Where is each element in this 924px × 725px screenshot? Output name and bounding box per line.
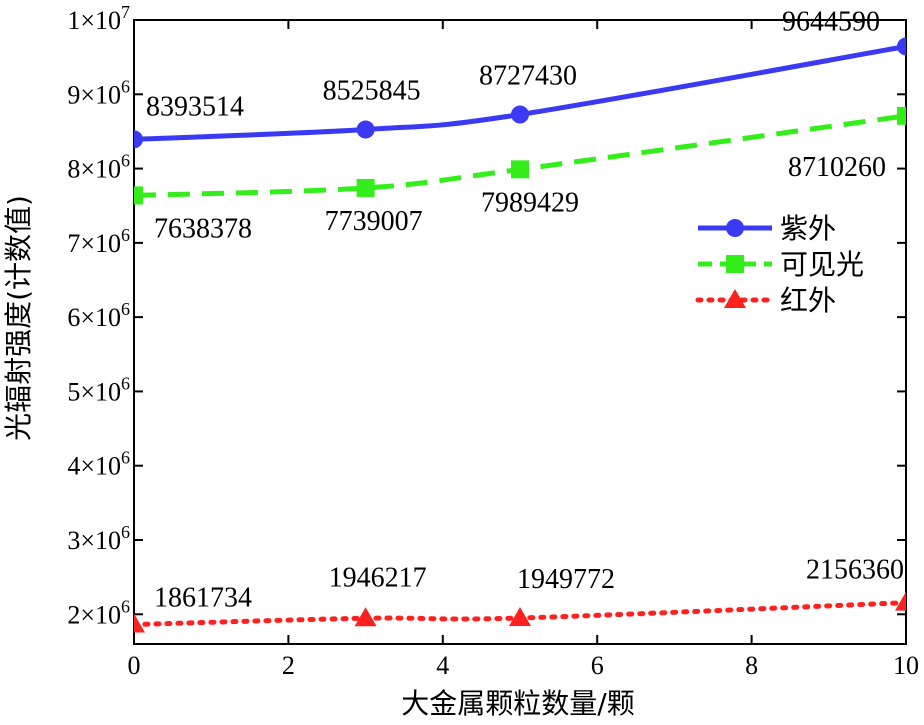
data-label: 2156360 <box>806 555 904 586</box>
y-tick-label: 5×106 <box>67 373 130 406</box>
data-label: 1861734 <box>154 583 252 614</box>
y-axis-title: 光辐射强度(计数值) <box>2 195 35 441</box>
data-label: 1949772 <box>517 564 615 595</box>
data-label: 7638378 <box>154 213 252 244</box>
legend-label: 红外 <box>780 284 836 317</box>
data-point <box>354 607 377 627</box>
legend-label: 可见光 <box>780 248 864 281</box>
x-tick-label: 2 <box>282 651 295 680</box>
x-axis: 0 2 4 6 8 10 <box>128 20 919 680</box>
legend-item-紫外: 紫外 <box>698 212 836 245</box>
series-紫外 <box>134 37 906 149</box>
data-point <box>356 178 375 197</box>
data-labels: 8393514 8525845 8727430 9644590 7638378 77390… <box>146 6 904 613</box>
y-tick-label: 1×107 <box>67 2 130 35</box>
data-label: 8525845 <box>323 76 421 107</box>
y-tick-label: 8×106 <box>67 151 130 184</box>
y-tick-label: 3×106 <box>67 522 130 555</box>
x-tick-label: 8 <box>745 651 758 680</box>
series-红外 <box>134 591 906 633</box>
series-line <box>134 113 906 198</box>
series-layer <box>134 37 906 633</box>
data-point <box>897 37 906 56</box>
y-tick-label: 2×106 <box>67 596 130 629</box>
legend-marker <box>726 219 744 237</box>
data-label: 8393514 <box>146 91 244 122</box>
data-point <box>511 105 529 124</box>
y-tick-label: 7×106 <box>67 225 130 258</box>
data-label: 8727430 <box>479 61 577 92</box>
y-axis: 2×106 3×106 4×106 5×106 6×106 7×106 8×106 9×106… <box>67 2 906 629</box>
x-tick-label: 4 <box>436 651 449 680</box>
data-label: 9644590 <box>782 6 880 37</box>
x-tick-label: 0 <box>128 651 141 680</box>
series-line <box>134 43 906 142</box>
data-point <box>509 607 531 627</box>
x-tick-label: 10 <box>893 651 919 680</box>
data-point <box>511 160 529 179</box>
legend-item-红外: 红外 <box>695 284 836 317</box>
data-point <box>134 613 145 633</box>
data-label: 1946217 <box>329 562 427 593</box>
series-line <box>134 600 906 628</box>
legend-marker <box>724 289 746 308</box>
data-label: 7989429 <box>481 187 579 218</box>
data-point <box>134 130 143 149</box>
data-label: 8710260 <box>788 152 886 183</box>
legend-item-可见光: 可见光 <box>698 248 864 281</box>
plot-border <box>133 19 907 645</box>
data-point <box>134 186 143 205</box>
y-tick-label: 9×106 <box>67 76 130 109</box>
series-可见光 <box>134 106 906 205</box>
data-point <box>895 591 906 611</box>
x-axis-title: 大金属颗粒数量/颗 <box>401 687 634 720</box>
legend-marker <box>726 255 744 273</box>
plot-frame <box>133 19 907 645</box>
data-point <box>897 106 906 125</box>
data-label: 7739007 <box>325 206 423 237</box>
legend-label: 紫外 <box>780 212 836 245</box>
y-tick-label: 6×106 <box>67 299 130 332</box>
x-tick-label: 6 <box>591 651 604 680</box>
data-point <box>356 120 375 139</box>
y-tick-label: 4×106 <box>67 448 130 481</box>
